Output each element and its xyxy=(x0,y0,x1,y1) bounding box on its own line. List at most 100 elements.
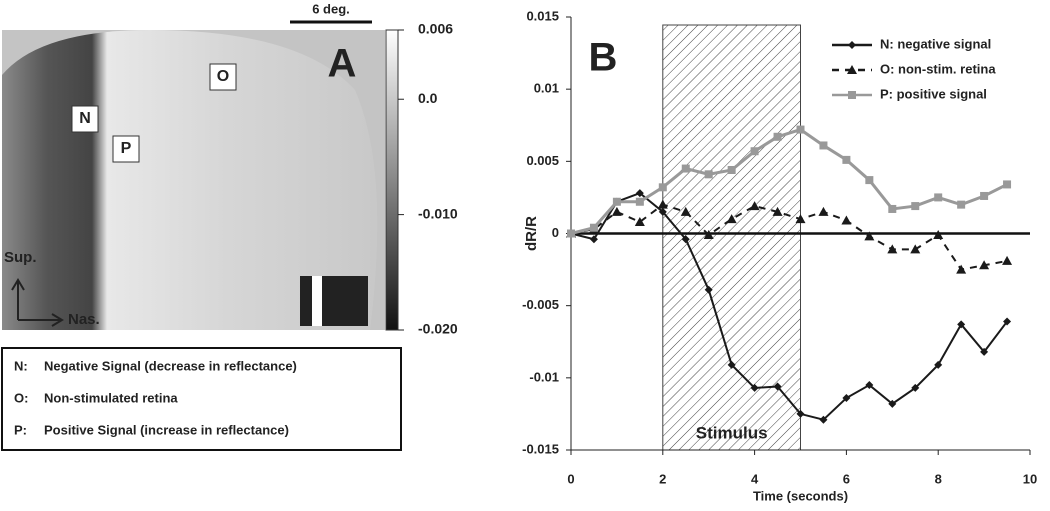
marker xyxy=(865,176,874,185)
annotation: Stimulus xyxy=(696,423,768,442)
x-tick-label: 4 xyxy=(751,471,759,486)
marker xyxy=(911,383,920,392)
colorbar-tick-label: 0.0 xyxy=(418,90,438,106)
marker xyxy=(864,231,875,241)
marker xyxy=(1003,180,1012,189)
series-line xyxy=(570,191,1008,421)
marker xyxy=(848,91,856,99)
marker xyxy=(957,200,966,209)
y-tick-label: 0.005 xyxy=(526,153,559,168)
marker xyxy=(727,165,736,174)
marker xyxy=(956,264,967,274)
legend-label: P: positive signal xyxy=(880,86,987,101)
marker xyxy=(704,170,713,179)
marker xyxy=(704,285,713,294)
marker xyxy=(773,382,782,391)
marker xyxy=(848,41,856,49)
marker xyxy=(795,214,806,224)
marker xyxy=(842,155,851,164)
point-label: P xyxy=(121,140,132,157)
x-tick-label: 10 xyxy=(1023,471,1037,486)
marker xyxy=(910,244,921,254)
marker xyxy=(681,164,690,173)
marker xyxy=(703,229,714,239)
point-box xyxy=(71,105,99,133)
marker xyxy=(888,204,897,213)
marker xyxy=(796,125,805,134)
y-tick-label: 0.015 xyxy=(526,8,559,23)
marker xyxy=(957,320,966,329)
y-axis-label: dR/R xyxy=(523,216,540,251)
direction-label: Sup. xyxy=(4,249,37,266)
x-tick-label: 2 xyxy=(659,471,666,486)
marker xyxy=(727,360,736,369)
marker xyxy=(612,197,621,206)
key-code: N: xyxy=(14,358,28,373)
point-label: N xyxy=(79,110,91,127)
y-tick-label: 0.01 xyxy=(534,81,559,96)
marker xyxy=(842,394,851,403)
colorbar-tick-label: -0.020 xyxy=(418,321,458,337)
key-box xyxy=(1,347,402,451)
point-box xyxy=(112,135,140,163)
y-tick-label: -0.015 xyxy=(522,441,559,456)
marker xyxy=(1003,317,1012,326)
marker xyxy=(658,207,667,216)
marker xyxy=(934,360,943,369)
point-label: O xyxy=(217,68,229,85)
marker xyxy=(681,235,690,244)
stimulus-bar xyxy=(312,276,322,326)
marker xyxy=(589,223,598,232)
y-tick-label: -0.005 xyxy=(522,297,559,312)
marker xyxy=(657,199,668,209)
marker xyxy=(635,197,644,206)
orientation-arrows xyxy=(11,278,64,327)
marker xyxy=(865,381,874,390)
x-tick-label: 8 xyxy=(935,471,942,486)
series-line xyxy=(570,203,1008,271)
colorbar-tick-label: -0.010 xyxy=(418,205,458,221)
x-axis-label: Time (seconds) xyxy=(753,488,848,503)
marker xyxy=(887,244,898,254)
marker xyxy=(911,202,920,211)
key-code: O: xyxy=(14,390,28,405)
y-tick-label: 0 xyxy=(552,225,559,240)
marker xyxy=(567,229,575,238)
legend-label: N: negative signal xyxy=(880,36,991,51)
colorbar-tick-label: 0.006 xyxy=(418,21,453,37)
key-text: Non-stimulated retina xyxy=(44,390,178,405)
marker xyxy=(773,132,782,141)
retina-image xyxy=(2,30,378,330)
marker xyxy=(680,206,691,216)
marker xyxy=(819,415,828,424)
marker xyxy=(796,409,805,418)
marker xyxy=(726,214,737,224)
marker xyxy=(819,141,828,150)
marker xyxy=(611,206,622,216)
direction-label: Nas. xyxy=(68,311,100,328)
panel-label: B xyxy=(589,36,618,80)
marker xyxy=(847,65,857,74)
marker xyxy=(888,399,897,408)
key-code: P: xyxy=(14,422,27,437)
legend-label: O: non-stim. retina xyxy=(880,61,996,76)
key-text: Positive Signal (increase in reflectance… xyxy=(44,422,289,437)
panel-a: 6 deg. A N O P Sup. Nas. xyxy=(2,1,399,331)
key-text: Negative Signal (decrease in reflectance… xyxy=(44,358,297,373)
y-tick-label: -0.01 xyxy=(529,369,559,384)
x-tick-label: 6 xyxy=(843,471,850,486)
point-box xyxy=(209,63,237,91)
marker xyxy=(749,201,760,211)
marker xyxy=(980,191,989,200)
marker xyxy=(934,193,943,202)
marker xyxy=(589,235,598,244)
marker xyxy=(750,383,759,392)
marker xyxy=(750,147,759,156)
marker xyxy=(818,206,829,216)
marker xyxy=(841,215,852,225)
panel-label: A xyxy=(328,42,357,86)
marker xyxy=(1002,255,1013,265)
marker xyxy=(635,189,644,198)
